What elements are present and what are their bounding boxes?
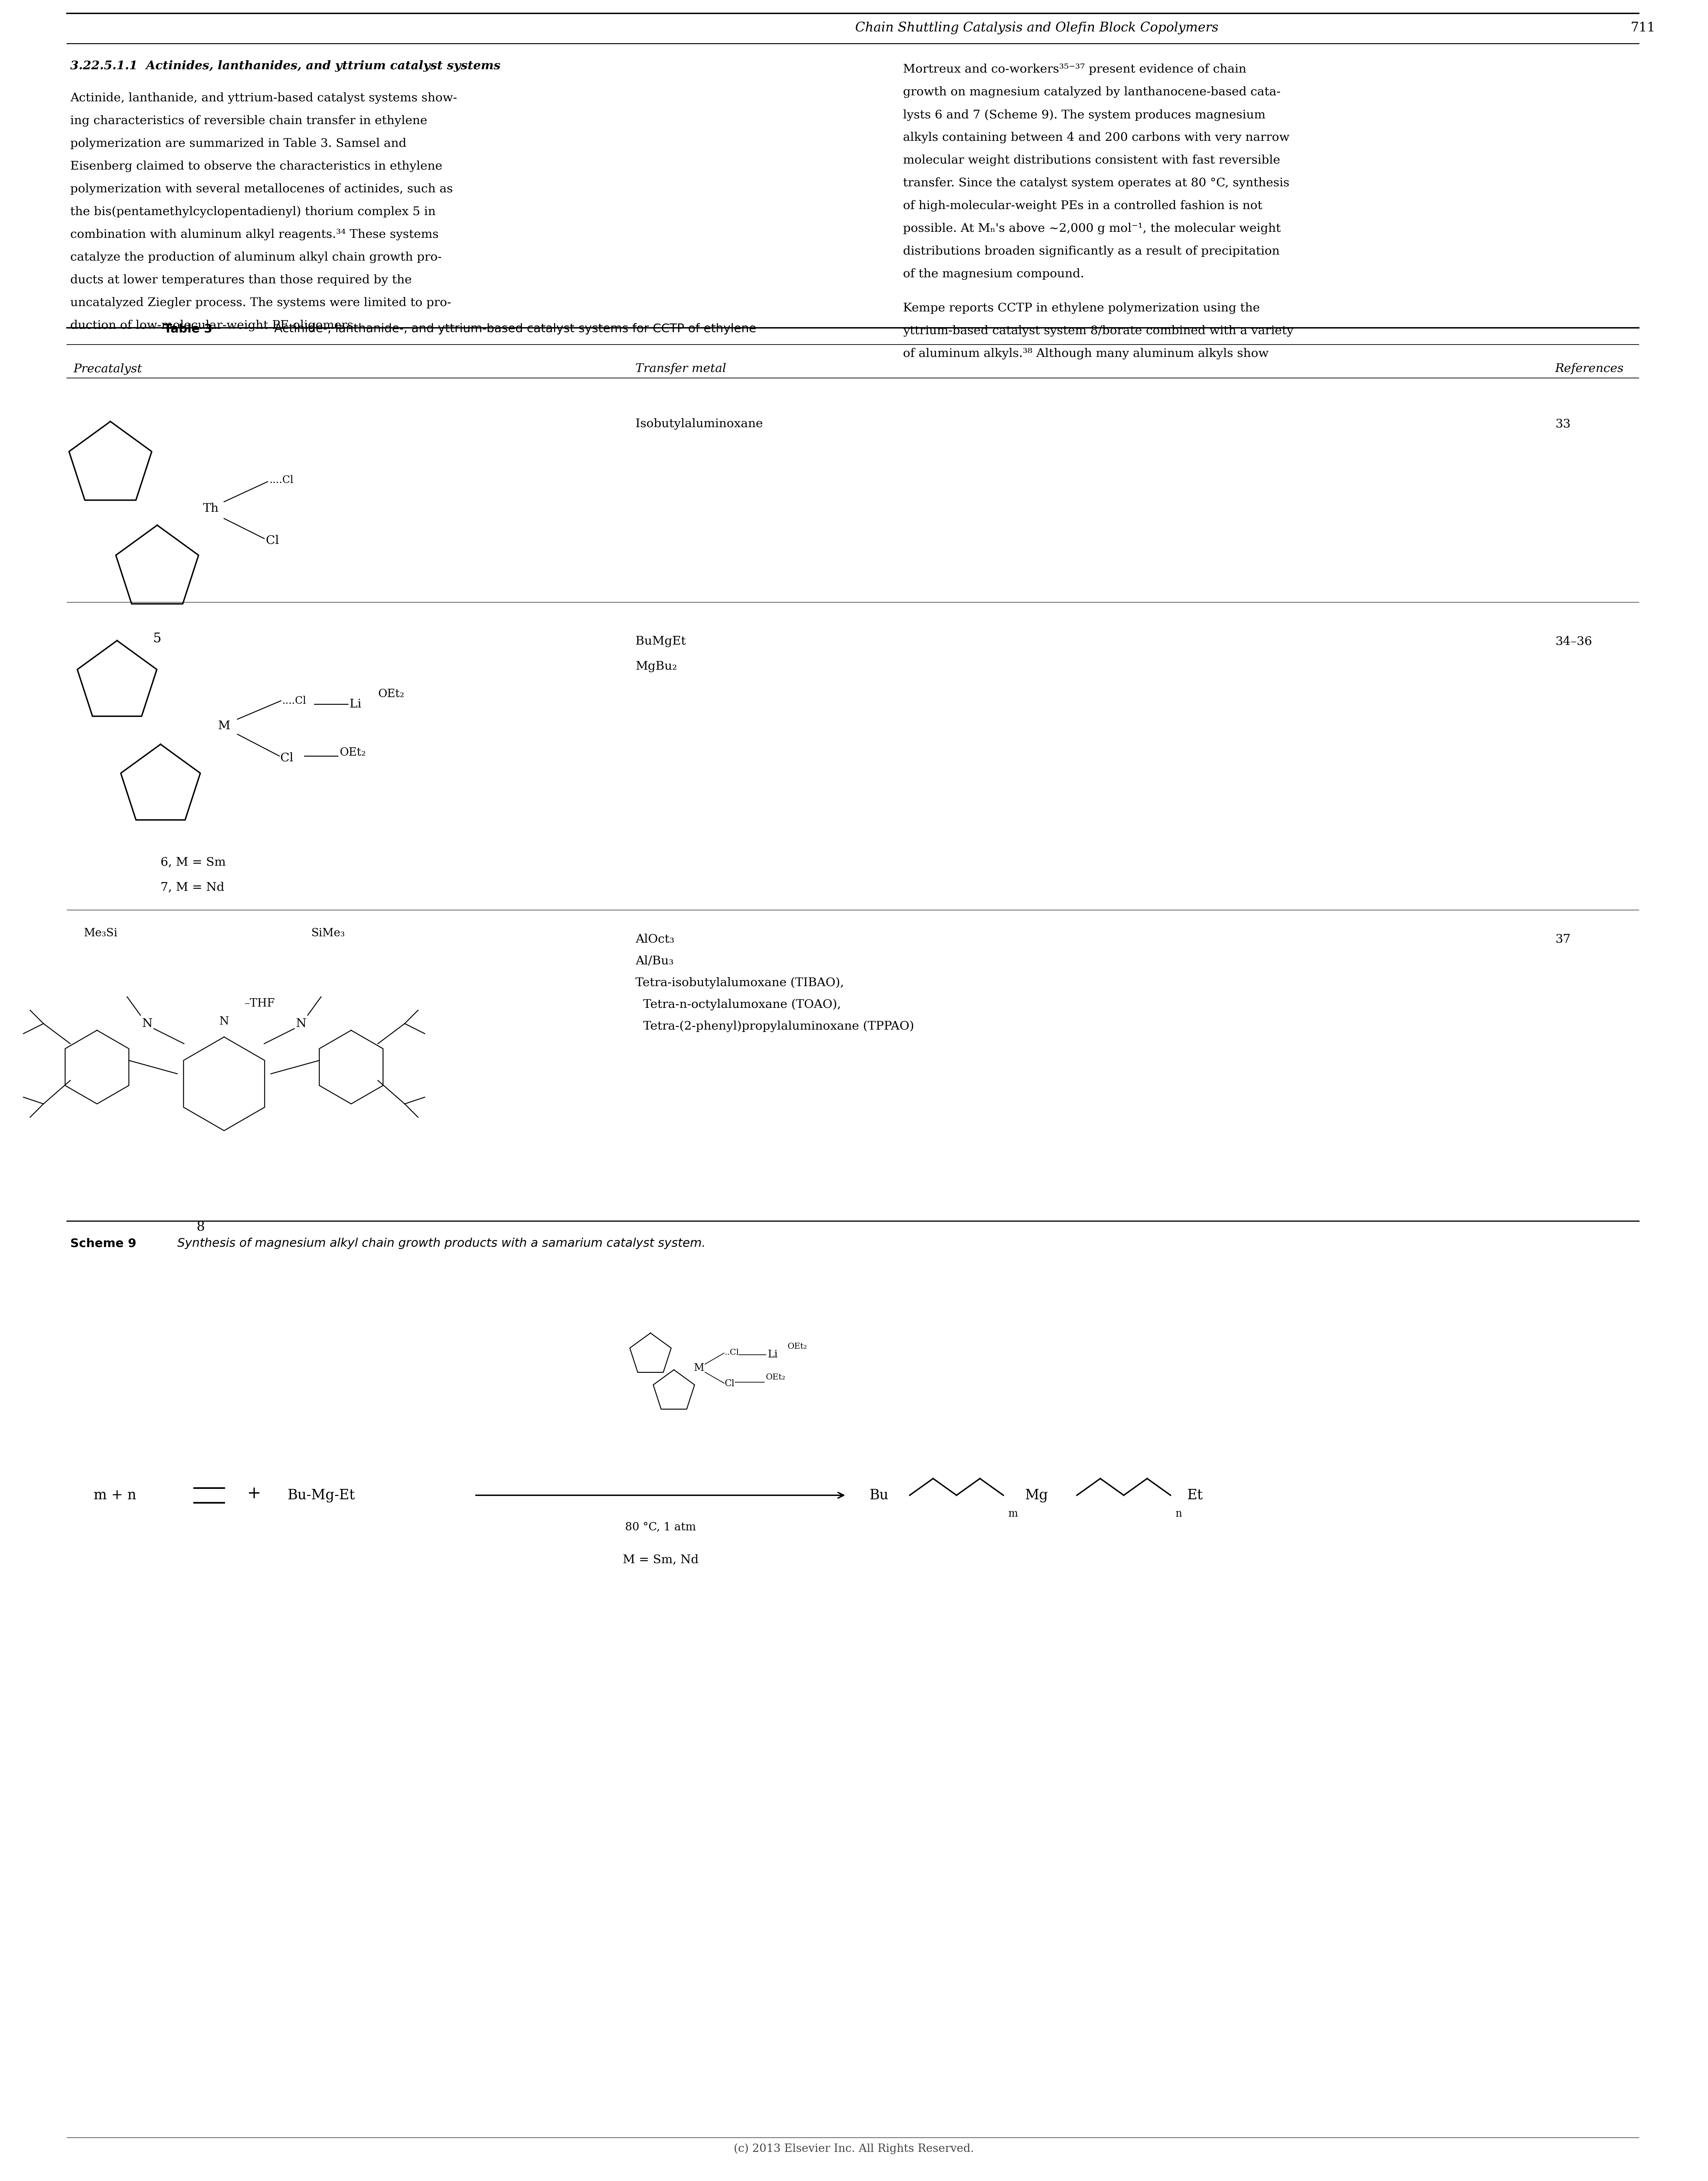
Text: BuMgEt: BuMgEt <box>635 635 687 648</box>
Text: 80 °C, 1 atm: 80 °C, 1 atm <box>625 1522 695 1533</box>
Text: ing characteristics of reversible chain transfer in ethylene: ing characteristics of reversible chain … <box>70 116 427 126</box>
Text: (c) 2013 Elsevier Inc. All Rights Reserved.: (c) 2013 Elsevier Inc. All Rights Reserv… <box>734 2144 974 2155</box>
Text: AlOct₃: AlOct₃ <box>635 933 675 944</box>
Text: Scheme 9: Scheme 9 <box>70 1237 137 1250</box>
Text: –THF: –THF <box>244 999 275 1010</box>
Text: N: N <box>142 1019 152 1029</box>
Text: 5: 5 <box>154 632 161 646</box>
Text: of the magnesium compound.: of the magnesium compound. <box>904 268 1085 279</box>
Text: 6, M = Sm: 6, M = Sm <box>161 857 225 868</box>
Text: +: + <box>248 1485 261 1503</box>
Text: Me₃Si: Me₃Si <box>84 927 118 938</box>
Text: yttrium-based catalyst system 8/borate combined with a variety: yttrium-based catalyst system 8/borate c… <box>904 325 1293 336</box>
Text: Cl: Cl <box>724 1378 734 1389</box>
Text: Tetra-n-octylalumoxane (TOAO),: Tetra-n-octylalumoxane (TOAO), <box>635 999 840 1010</box>
Text: Precatalyst: Precatalyst <box>73 362 142 375</box>
Text: M: M <box>693 1363 704 1374</box>
Text: of aluminum alkyls.³⁸ Although many aluminum alkyls show: of aluminum alkyls.³⁸ Although many alum… <box>904 349 1269 360</box>
Text: Isobutylaluminoxane: Isobutylaluminoxane <box>635 419 763 430</box>
Text: ..Cl: ..Cl <box>724 1348 740 1357</box>
Text: Mg: Mg <box>1025 1487 1049 1503</box>
Text: ....Cl: ....Cl <box>282 696 306 707</box>
Text: Eisenberg claimed to observe the characteristics in ethylene: Eisenberg claimed to observe the charact… <box>70 159 442 172</box>
Text: ducts at lower temperatures than those required by the: ducts at lower temperatures than those r… <box>70 275 412 286</box>
Text: Table 3: Table 3 <box>164 323 212 334</box>
Text: Kempe reports CCTP in ethylene polymerization using the: Kempe reports CCTP in ethylene polymeriz… <box>904 303 1261 314</box>
Text: polymerization with several metallocenes of actinides, such as: polymerization with several metallocenes… <box>70 183 453 194</box>
Text: molecular weight distributions consistent with fast reversible: molecular weight distributions consisten… <box>904 155 1281 166</box>
Text: OEt₂: OEt₂ <box>377 689 405 700</box>
Text: Bu-Mg-Et: Bu-Mg-Et <box>287 1487 355 1503</box>
Text: Li: Li <box>767 1350 777 1361</box>
Text: 8: 8 <box>196 1221 205 1232</box>
Text: 33: 33 <box>1556 419 1571 430</box>
Text: catalyze the production of aluminum alkyl chain growth pro-: catalyze the production of aluminum alky… <box>70 251 442 262</box>
Text: Li: Li <box>350 698 362 709</box>
Text: alkyls containing between 4 and 200 carbons with very narrow: alkyls containing between 4 and 200 carb… <box>904 131 1290 144</box>
Text: lysts 6 and 7 (Scheme 9). The system produces magnesium: lysts 6 and 7 (Scheme 9). The system pro… <box>904 109 1266 120</box>
Text: combination with aluminum alkyl reagents.³⁴ These systems: combination with aluminum alkyl reagents… <box>70 229 439 240</box>
Text: Cl: Cl <box>266 534 278 545</box>
Text: 37: 37 <box>1556 933 1571 944</box>
Text: Th: Th <box>203 504 219 515</box>
Text: ....Cl: ....Cl <box>270 475 294 484</box>
Text: OEt₂: OEt₂ <box>787 1343 808 1350</box>
Text: growth on magnesium catalyzed by lanthanocene-based cata-: growth on magnesium catalyzed by lanthan… <box>904 87 1281 98</box>
Text: of high-molecular-weight PEs in a controlled fashion is not: of high-molecular-weight PEs in a contro… <box>904 201 1262 212</box>
Text: m: m <box>1008 1509 1018 1518</box>
Text: 7, M = Nd: 7, M = Nd <box>161 881 224 892</box>
Text: N: N <box>295 1019 306 1029</box>
Text: 34–36: 34–36 <box>1556 635 1592 648</box>
Text: possible. At Mₙ's above ~2,000 g mol⁻¹, the molecular weight: possible. At Mₙ's above ~2,000 g mol⁻¹, … <box>904 222 1281 233</box>
Text: duction of low-molecular-weight PE oligomers.: duction of low-molecular-weight PE oligo… <box>70 318 357 332</box>
Text: Cl: Cl <box>280 752 294 763</box>
Text: polymerization are summarized in Table 3. Samsel and: polymerization are summarized in Table 3… <box>70 137 407 148</box>
Text: Synthesis of magnesium alkyl chain growth products with a samarium catalyst syst: Synthesis of magnesium alkyl chain growt… <box>178 1237 705 1250</box>
Text: M = Sm, Nd: M = Sm, Nd <box>623 1553 699 1566</box>
Text: Actinide-, lanthanide-, and yttrium-based catalyst systems for CCTP of ethylene: Actinide-, lanthanide-, and yttrium-base… <box>275 323 757 334</box>
Text: OEt₂: OEt₂ <box>340 748 366 759</box>
Text: Tetra-(2-phenyl)propylaluminoxane (TPPAO): Tetra-(2-phenyl)propylaluminoxane (TPPAO… <box>635 1021 914 1032</box>
Text: Et: Et <box>1187 1487 1202 1503</box>
Text: N: N <box>219 1016 229 1027</box>
Text: SiMe₃: SiMe₃ <box>311 927 345 938</box>
Text: References: References <box>1556 362 1624 375</box>
Text: Chain Shuttling Catalysis and Olefin Block Copolymers: Chain Shuttling Catalysis and Olefin Blo… <box>856 22 1218 35</box>
Text: MgBu₂: MgBu₂ <box>635 661 676 672</box>
Text: Tetra-isobutylalumoxane (TIBAO),: Tetra-isobutylalumoxane (TIBAO), <box>635 977 844 988</box>
Text: 711: 711 <box>1631 22 1655 35</box>
Text: uncatalyzed Ziegler process. The systems were limited to pro-: uncatalyzed Ziegler process. The systems… <box>70 297 451 308</box>
Text: Bu: Bu <box>869 1487 888 1503</box>
Text: Al/Bu₃: Al/Bu₃ <box>635 955 673 966</box>
Text: m + n: m + n <box>94 1487 137 1503</box>
Text: Transfer metal: Transfer metal <box>635 362 726 375</box>
Text: transfer. Since the catalyst system operates at 80 °C, synthesis: transfer. Since the catalyst system oper… <box>904 177 1290 190</box>
Text: the bis(pentamethylcyclopentadienyl) thorium complex 5 in: the bis(pentamethylcyclopentadienyl) tho… <box>70 205 436 218</box>
Text: OEt₂: OEt₂ <box>765 1374 786 1381</box>
Text: M: M <box>219 720 231 731</box>
Text: distributions broaden significantly as a result of precipitation: distributions broaden significantly as a… <box>904 246 1279 257</box>
Text: n: n <box>1175 1509 1182 1518</box>
Text: Actinide, lanthanide, and yttrium-based catalyst systems show-: Actinide, lanthanide, and yttrium-based … <box>70 92 458 103</box>
Text: Mortreux and co-workers³⁵⁻³⁷ present evidence of chain: Mortreux and co-workers³⁵⁻³⁷ present evi… <box>904 63 1247 74</box>
Text: 3.22.5.1.1  Actinides, lanthanides, and yttrium catalyst systems: 3.22.5.1.1 Actinides, lanthanides, and y… <box>70 61 500 72</box>
